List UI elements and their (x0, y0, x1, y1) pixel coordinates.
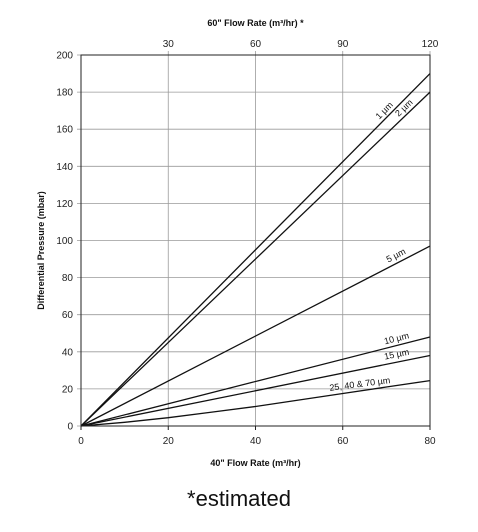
y-tick-label: 60 (62, 310, 74, 321)
chart: 0 20 40 60 80 100 120 140 160 180 200 0 20 40 60 80 30 60… (36, 18, 439, 468)
series-line (80, 354, 431, 427)
y-tick-label: 20 (62, 384, 74, 395)
y-tick-label: 200 (56, 51, 73, 62)
series-label: 2 µm (393, 97, 415, 118)
x-tick-label: 0 (78, 436, 84, 447)
series-label: 25, 40 & 70 µm (329, 375, 391, 393)
y-tick-label: 100 (56, 236, 73, 247)
y-tick-label: 160 (56, 125, 73, 136)
series-label: 10 µm (383, 330, 410, 346)
y-tick-label: 80 (62, 273, 74, 284)
top-x-tick-label: 60 (250, 39, 262, 50)
top-x-axis-title: 60" Flow Rate (m³/hr) * (207, 18, 304, 28)
tick-labels: 0 20 40 60 80 100 120 140 160 180 200 0 20 40 60 80 30 60… (56, 39, 438, 447)
gridlines (77, 51, 431, 430)
plot-frame (80, 54, 431, 427)
y-tick-label: 120 (56, 199, 73, 210)
top-x-tick-label: 120 (422, 39, 439, 50)
x-axis-title: 40" Flow Rate (m³/hr) (210, 458, 300, 468)
series-label: 5 µm (385, 246, 408, 264)
y-tick-label: 40 (62, 347, 74, 358)
y-axis-title: Differential Pressure (mbar) (36, 191, 46, 310)
series-line (80, 379, 431, 427)
x-tick-label: 20 (163, 436, 175, 447)
x-tick-label: 60 (337, 436, 349, 447)
series-line (80, 245, 431, 427)
series-line (80, 73, 431, 427)
x-tick-label: 80 (424, 436, 436, 447)
footnote: *estimated (187, 486, 291, 511)
series-lines (80, 73, 431, 427)
y-tick-label: 0 (67, 422, 73, 433)
top-x-tick-label: 90 (337, 39, 349, 50)
series-line (80, 91, 431, 427)
series-line (80, 336, 431, 427)
y-tick-label: 180 (56, 88, 73, 99)
y-tick-label: 140 (56, 162, 73, 173)
x-tick-label: 40 (250, 436, 262, 447)
series-label: 1 µm (374, 100, 395, 121)
top-x-tick-label: 30 (163, 39, 175, 50)
series-label: 15 µm (383, 347, 410, 362)
